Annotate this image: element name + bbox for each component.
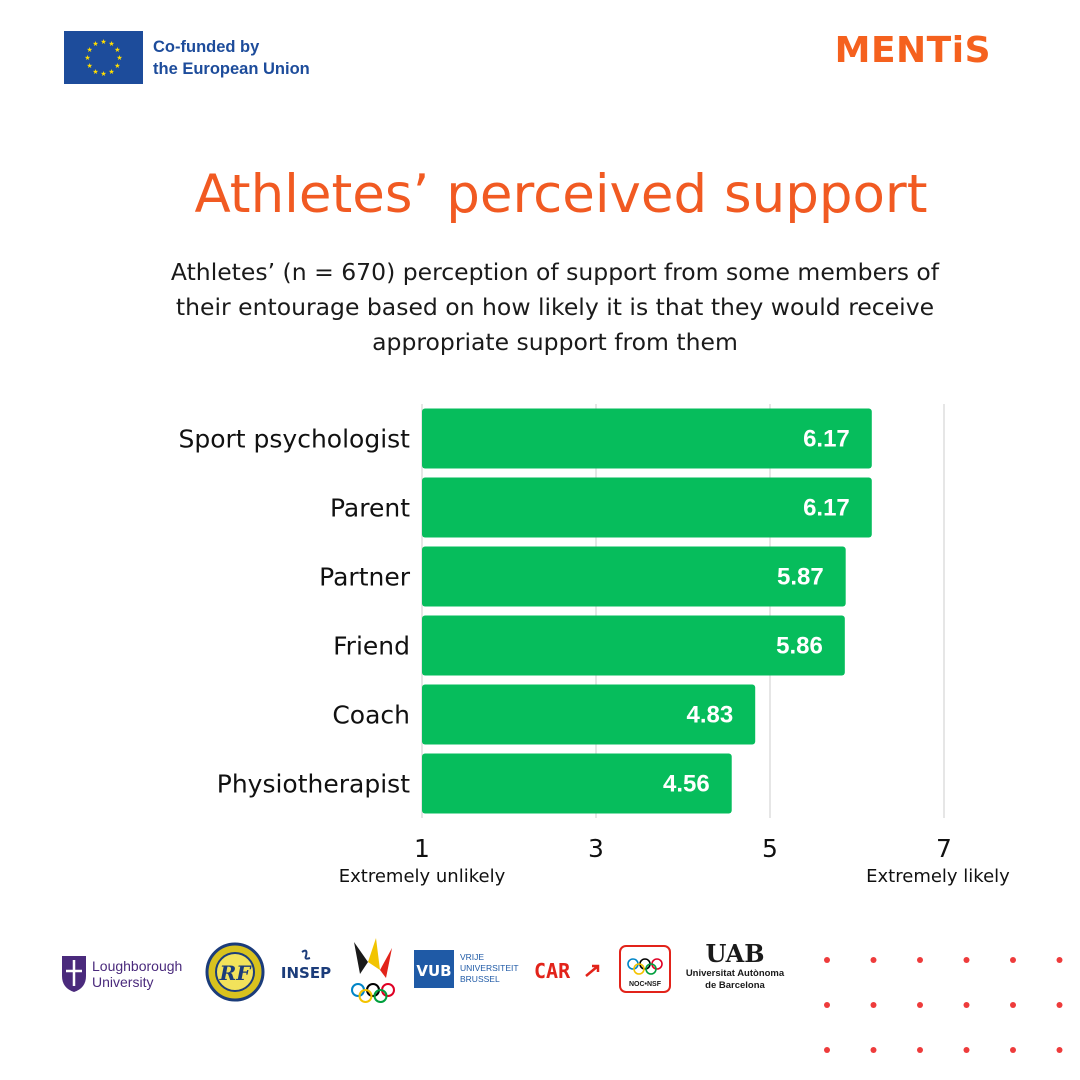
bar-parent [422, 477, 872, 538]
uab-line-1: Universitat Autònoma [686, 968, 785, 979]
axis-caption-end: Extremely likely [866, 866, 1010, 887]
decorative-dot [1056, 1002, 1063, 1008]
value-label: 5.86 [776, 633, 823, 660]
decorative-dot [963, 957, 970, 963]
bar-partner [422, 546, 846, 607]
uab-text: UAB [705, 939, 764, 968]
vub-line-2: UNIVERSITEIT [460, 963, 519, 973]
category-label: Sport psychologist [178, 425, 410, 454]
bar-sport-psychologist [422, 408, 872, 469]
car-text: CAR [534, 959, 571, 983]
page-title: Athletes’ perceived support [194, 164, 928, 225]
brand-logo: MENTiS [834, 30, 991, 71]
tick-label: 7 [936, 834, 952, 863]
vub-line-1: VRIJE [460, 952, 484, 962]
svg-text:★: ★ [108, 40, 114, 48]
category-label: Parent [330, 494, 410, 523]
svg-text:★: ★ [87, 46, 93, 54]
bar-friend [422, 615, 845, 676]
decorative-dot [870, 1047, 877, 1053]
decorative-dot [1010, 1047, 1016, 1053]
vub-text: VUB [416, 962, 451, 980]
eu-line-2: the European Union [153, 60, 310, 78]
svg-text:★: ★ [114, 46, 120, 54]
eu-line-1: Co-funded by [153, 38, 260, 56]
decorative-dot [917, 1002, 923, 1008]
loughborough-name-2: University [92, 974, 153, 990]
category-label: Coach [332, 701, 410, 730]
bar-coach [422, 684, 756, 745]
svg-text:★: ★ [100, 38, 106, 46]
svg-text:★: ★ [87, 62, 93, 70]
noc-nsf-logo: NOC•NSF [618, 944, 672, 998]
value-label: 6.17 [803, 426, 850, 453]
loughborough-logo: Loughborough University [60, 954, 210, 998]
decorative-dot [963, 1002, 970, 1008]
vub-logo: VUB VRIJE UNIVERSITEIT BRUSSEL [414, 950, 524, 994]
belgian-olympic-logo [346, 934, 400, 1010]
decorative-dot [824, 1047, 830, 1053]
eu-funding-label: Co-funded by the European Union [153, 36, 310, 80]
decorative-dot [1010, 957, 1016, 963]
tick-label: 3 [588, 834, 604, 863]
decorative-dot [1056, 1047, 1063, 1053]
decorative-dot [963, 1047, 970, 1053]
vub-line-3: BRUSSEL [460, 974, 500, 984]
tick-label: 5 [762, 834, 778, 863]
uab-logo: UAB Universitat Autònoma de Barcelona [680, 938, 790, 998]
svg-text:★: ★ [114, 62, 120, 70]
svg-text:RF: RF [219, 961, 253, 985]
svg-text:★: ★ [84, 54, 90, 62]
svg-text:★: ★ [108, 68, 114, 76]
category-label: Physiotherapist [217, 770, 410, 799]
decorative-dot [870, 957, 877, 963]
svg-text:★: ★ [92, 40, 98, 48]
loughborough-name-1: Loughborough [92, 958, 182, 974]
decorative-dot [917, 957, 923, 963]
decorative-dot [1056, 957, 1063, 963]
decorative-dot [917, 1047, 923, 1053]
decorative-dot [1010, 1002, 1016, 1008]
rf-emblem-logo: RF [204, 942, 266, 1006]
insep-logo: INSEP [276, 948, 336, 992]
partner-logos: Loughborough University RF INSEP [0, 930, 800, 1010]
category-label: Friend [333, 632, 410, 661]
axis-caption-start: Extremely unlikely [339, 866, 506, 887]
svg-text:★: ★ [100, 70, 106, 78]
value-label: 6.17 [803, 495, 850, 522]
value-label: 5.87 [777, 564, 824, 591]
decorative-dot [824, 957, 830, 963]
svg-text:★: ★ [92, 68, 98, 76]
chart-subtitle: Athletes’ (n = 670) perception of suppor… [170, 258, 940, 356]
decorative-dots [824, 957, 1063, 1053]
tick-label: 1 [414, 834, 430, 863]
eu-flag-icon: ★ ★ ★ ★ ★ ★ ★ ★ ★ ★ ★ ★ [64, 31, 143, 84]
car-logo: CAR [534, 954, 606, 990]
insep-text: INSEP [281, 964, 331, 982]
decorative-dot [870, 1002, 877, 1008]
value-label: 4.83 [686, 702, 733, 729]
value-label: 4.56 [663, 771, 710, 798]
bar-physiotherapist [422, 753, 732, 814]
noc-text: NOC•NSF [629, 981, 662, 988]
category-label: Partner [319, 563, 411, 592]
decorative-dot [824, 1002, 830, 1008]
svg-text:★: ★ [116, 54, 122, 62]
uab-line-2: de Barcelona [705, 980, 765, 991]
